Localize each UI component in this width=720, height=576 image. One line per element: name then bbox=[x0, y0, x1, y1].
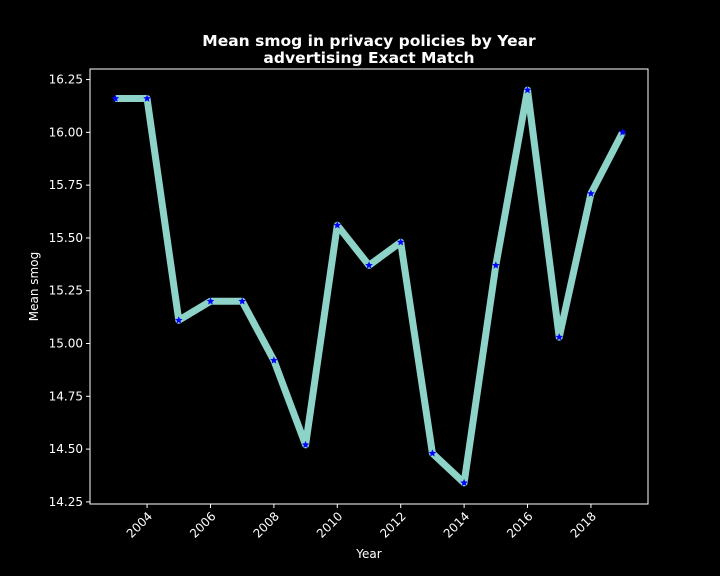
data-point-marker bbox=[587, 189, 595, 197]
y-axis: 14.25 14.50 14.75 15.00 15.25 15.50 15.75 16.00… bbox=[49, 73, 90, 509]
plot-frame bbox=[89, 68, 649, 505]
data-point-marker bbox=[460, 478, 468, 487]
chart-title: Mean smog in privacy policies by Year bbox=[202, 32, 536, 50]
data-point-marker bbox=[618, 128, 627, 136]
y-tick-label: 16.25 bbox=[49, 73, 83, 87]
data-point-marker bbox=[174, 316, 183, 324]
data-point-marker bbox=[111, 94, 120, 102]
data-point-marker bbox=[492, 261, 500, 269]
data-point-marker bbox=[365, 261, 373, 269]
y-tick-label: 16.00 bbox=[49, 125, 83, 139]
series-markers bbox=[111, 86, 627, 487]
data-point-marker bbox=[555, 333, 564, 341]
data-point-marker bbox=[301, 440, 310, 449]
x-axis-label: Year bbox=[355, 547, 381, 561]
data-point-marker bbox=[396, 238, 405, 246]
data-point-marker bbox=[270, 356, 278, 364]
y-tick-label: 14.75 bbox=[49, 389, 83, 403]
y-tick-label: 14.50 bbox=[49, 442, 83, 456]
y-tick-label: 14.25 bbox=[49, 495, 83, 509]
data-point-marker bbox=[143, 94, 151, 102]
y-tick-label: 15.25 bbox=[49, 284, 83, 298]
y-tick-label: 15.00 bbox=[49, 337, 83, 351]
data-point-marker bbox=[333, 221, 342, 229]
y-tick-label: 15.75 bbox=[49, 178, 83, 192]
y-axis-label: Mean smog bbox=[27, 252, 41, 321]
data-point-marker bbox=[206, 297, 215, 305]
chart-subtitle: advertising Exact Match bbox=[263, 49, 474, 67]
data-point-marker bbox=[238, 297, 246, 305]
y-tick-label: 15.50 bbox=[49, 231, 83, 245]
data-point-marker bbox=[428, 449, 437, 457]
data-point-marker bbox=[523, 86, 532, 94]
